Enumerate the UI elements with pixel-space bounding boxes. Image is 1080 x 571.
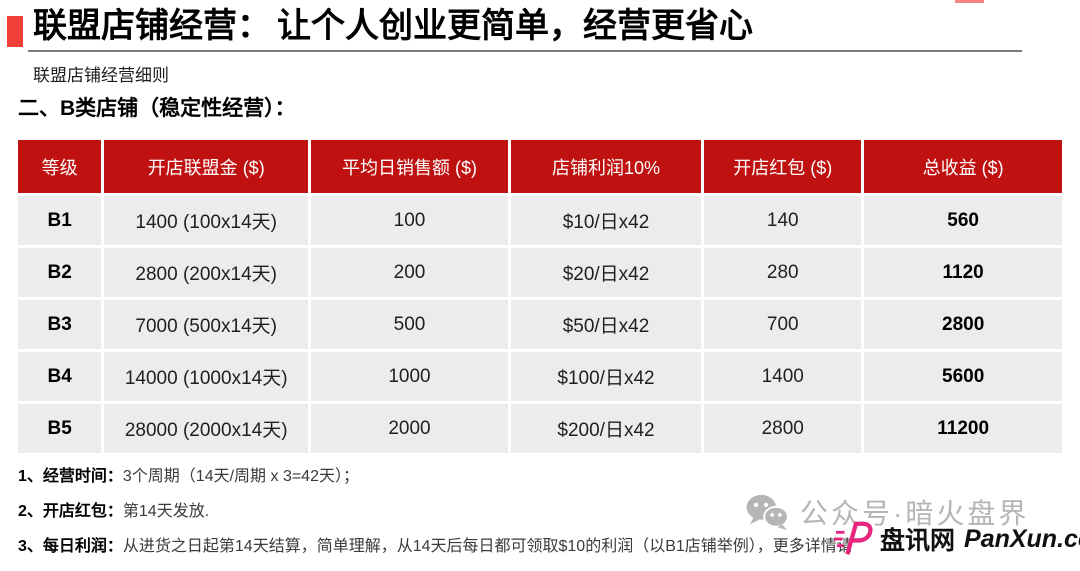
section-heading: 二、B类店铺（稳定性经营）：	[18, 97, 296, 120]
cell-profit: $50/日x42	[510, 300, 702, 349]
wechat-icon	[744, 493, 790, 531]
store-tier-table: 等级 开店联盟金 ($) 平均日销售额 ($) 店铺利润10% 开店红包 ($)…	[18, 140, 1062, 453]
cell-total-income: 11200	[864, 404, 1062, 453]
cell-level: B1	[18, 196, 102, 245]
note-item: 3、每日利润：从进货之日起第14天结算，简单理解，从14天后每日都可领取$10的…	[18, 536, 853, 557]
panxun-domain: PanXun.cc	[964, 524, 1080, 553]
cell-level: B3	[18, 300, 102, 349]
note-label: 1、经营时间：	[18, 468, 123, 485]
panxun-site-name: 盘讯网	[880, 527, 956, 555]
panxun-watermark: 盘讯网 PanXun.cc	[834, 518, 1080, 560]
note-text: 从进货之日起第14天结算，简单理解，从14天后每日都可领取$10的利润（以B1店…	[122, 538, 853, 555]
column-header-red-packet: 开店红包 ($)	[704, 140, 862, 193]
cell-red-packet: 700	[704, 300, 862, 349]
cell-red-packet: 1400	[704, 352, 862, 401]
cell-daily-sales: 200	[311, 248, 508, 297]
note-label: 2、开店红包：	[18, 503, 123, 520]
note-text: 第14天发放.	[122, 503, 210, 520]
note-text: 3个周期（14天/周期 x 3=42天）；	[122, 468, 359, 485]
cell-daily-sales: 1000	[311, 352, 508, 401]
cell-daily-sales: 100	[311, 196, 508, 245]
title-underline	[28, 50, 1022, 52]
wechat-watermark-label: 公众号·暗火盘界	[800, 498, 1030, 529]
cell-profit: $200/日x42	[510, 404, 702, 453]
cell-red-packet: 140	[704, 196, 862, 245]
cell-total-income: 2800	[864, 300, 1062, 349]
title-accent-bar	[7, 16, 23, 47]
cell-profit: $20/日x42	[510, 248, 702, 297]
cell-level: B5	[18, 404, 102, 453]
panxun-logo-icon	[834, 518, 876, 560]
cell-total-income: 1120	[864, 248, 1062, 297]
cell-level: B2	[18, 248, 102, 297]
cell-alliance-fee: 1400 (100x14天)	[104, 196, 309, 245]
note-item: 1、经营时间：3个周期（14天/周期 x 3=42天）；	[18, 466, 853, 487]
cell-alliance-fee: 14000 (1000x14天)	[104, 352, 309, 401]
cell-level: B4	[18, 352, 102, 401]
cell-total-income: 5600	[864, 352, 1062, 401]
cell-profit: $100/日x42	[510, 352, 702, 401]
footnotes: 1、经营时间：3个周期（14天/周期 x 3=42天）； 2、开店红包：第14天…	[18, 466, 853, 571]
page-title: 联盟店铺经营： 让个人创业更简单，经营更省心	[33, 4, 753, 49]
page-title-rest: 让个人创业更简单，经营更省心	[277, 8, 753, 45]
wechat-watermark: 公众号·暗火盘界	[744, 492, 1029, 532]
column-header-total-income: 总收益 ($)	[864, 140, 1062, 193]
column-header-daily-sales: 平均日销售额 ($)	[311, 140, 508, 193]
page-subtitle: 联盟店铺经营细则	[33, 66, 169, 85]
cell-daily-sales: 500	[311, 300, 508, 349]
cell-alliance-fee: 28000 (2000x14天)	[104, 404, 309, 453]
column-header-alliance-fee: 开店联盟金 ($)	[104, 140, 309, 193]
page-title-bold: 联盟店铺经营：	[33, 7, 271, 45]
cell-daily-sales: 2000	[311, 404, 508, 453]
cell-total-income: 560	[864, 196, 1062, 245]
cell-red-packet: 280	[704, 248, 862, 297]
cell-profit: $10/日x42	[510, 196, 702, 245]
note-label: 3、每日利润：	[18, 538, 123, 555]
top-edge-accent	[955, 0, 984, 3]
note-item: 2、开店红包：第14天发放.	[18, 501, 853, 522]
cell-alliance-fee: 2800 (200x14天)	[104, 248, 309, 297]
column-header-profit: 店铺利润10%	[510, 140, 702, 193]
cell-red-packet: 2800	[704, 404, 862, 453]
cell-alliance-fee: 7000 (500x14天)	[104, 300, 309, 349]
column-header-level: 等级	[18, 140, 102, 193]
